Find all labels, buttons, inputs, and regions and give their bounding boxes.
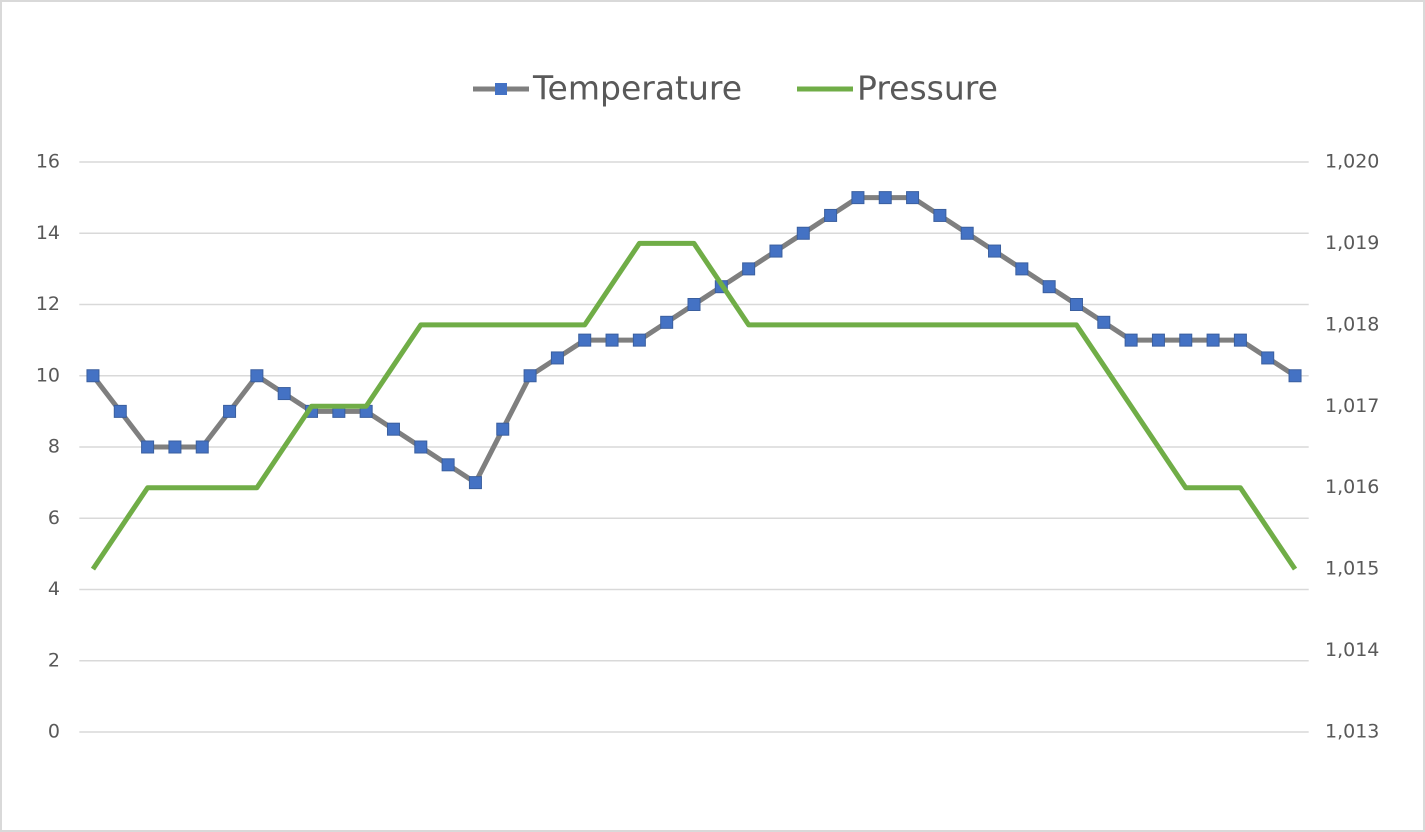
series-marker: [605, 333, 619, 347]
y-tick-label: 8: [48, 436, 60, 458]
legend-label: Temperature: [532, 69, 742, 108]
series-marker: [113, 404, 127, 418]
series-marker: [496, 422, 510, 436]
y2-tick-label: 1,017: [1325, 395, 1379, 417]
y2-tick-label: 1,018: [1325, 313, 1379, 335]
y-tick-label: 16: [36, 151, 60, 173]
series-marker: [960, 226, 974, 240]
series-marker: [632, 333, 646, 347]
y2-tick-label: 1,020: [1325, 151, 1379, 173]
y2-tick-label: 1,014: [1325, 639, 1379, 661]
y-tick-label: 2: [48, 649, 60, 671]
y-tick-label: 12: [36, 293, 60, 315]
series-marker: [1124, 333, 1138, 347]
y2-tick-label: 1,016: [1325, 476, 1379, 498]
series-marker: [1233, 333, 1247, 347]
series-marker: [468, 476, 482, 490]
series-marker: [1261, 351, 1275, 365]
series-marker: [578, 333, 592, 347]
series-marker: [168, 440, 182, 454]
y2-tick-label: 1,013: [1325, 721, 1379, 743]
series-marker: [141, 440, 155, 454]
series-marker: [550, 351, 564, 365]
y-tick-label: 14: [36, 222, 60, 244]
series-marker: [1288, 369, 1302, 383]
series-marker: [878, 191, 892, 205]
series-marker: [195, 440, 209, 454]
y2-tick-label: 1,015: [1325, 558, 1379, 580]
series-marker: [277, 387, 291, 401]
legend-label: Pressure: [857, 69, 998, 108]
series-marker: [742, 262, 756, 276]
series-marker: [1151, 333, 1165, 347]
series-marker: [851, 191, 865, 205]
series-marker: [1069, 298, 1083, 311]
series-marker: [824, 208, 838, 222]
series-marker: [414, 440, 428, 454]
series-marker: [906, 191, 920, 205]
y-tick-label: 6: [48, 507, 60, 529]
y-tick-label: 4: [48, 578, 60, 600]
series-marker: [1206, 333, 1220, 347]
legend-marker: [495, 83, 507, 95]
series-marker: [441, 458, 455, 472]
series-marker: [988, 244, 1002, 258]
series-marker: [933, 208, 947, 222]
series-marker: [1179, 333, 1193, 347]
series-marker: [386, 422, 400, 436]
series-marker: [769, 244, 783, 258]
series-marker: [796, 226, 810, 240]
series-marker: [1042, 280, 1056, 294]
series-marker: [250, 369, 264, 383]
series-line: [90, 240, 1298, 571]
series-marker: [687, 298, 701, 311]
series-marker: [1097, 315, 1111, 329]
y-tick-label: 0: [48, 721, 60, 743]
series-marker: [660, 315, 674, 329]
series-marker: [86, 369, 100, 383]
series-marker: [1015, 262, 1029, 276]
series-marker: [223, 404, 237, 418]
series-marker: [523, 369, 537, 383]
y-tick-label: 10: [36, 364, 60, 386]
y2-tick-label: 1,019: [1325, 232, 1379, 254]
